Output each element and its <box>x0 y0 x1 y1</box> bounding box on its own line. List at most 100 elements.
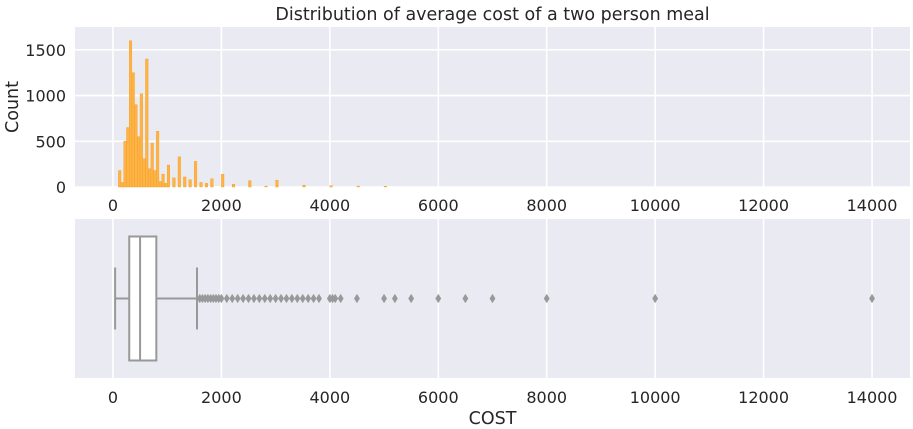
boxplot-outlier <box>543 293 550 304</box>
boxplot-grid <box>112 219 873 378</box>
boxplot-x-tick-label: 0 <box>108 388 118 407</box>
boxplot-outlier <box>218 293 225 304</box>
histogram-bar <box>164 183 168 188</box>
boxplot-x-tick-label: 2000 <box>201 388 242 407</box>
boxplot-outlier <box>283 293 290 304</box>
boxplot-outlier <box>250 293 257 304</box>
boxplot-outlier <box>408 293 415 304</box>
histogram-bar <box>356 185 360 188</box>
histogram-bar <box>139 93 143 188</box>
histogram-bar <box>329 185 333 188</box>
histogram-x-tick-label: 12000 <box>738 196 789 215</box>
histogram-bar <box>137 136 141 188</box>
boxplot-x-tick-label: 6000 <box>418 388 459 407</box>
histogram-bar <box>145 58 149 188</box>
boxplot-outlier <box>332 293 339 304</box>
boxplot-x-tick-label: 10000 <box>630 388 681 407</box>
boxplot-marks <box>114 235 198 362</box>
boxplot-outlier <box>245 293 252 304</box>
histogram-bars <box>118 40 387 188</box>
histogram-bar <box>302 184 306 188</box>
histogram-bar <box>123 141 127 188</box>
histogram-x-tick-label: 14000 <box>847 196 898 215</box>
histogram-bar <box>158 181 162 188</box>
histogram-x-tick-labels: 0 2000 4000 6000 8000 10000 12000 14000 <box>108 196 898 215</box>
boxplot-x-tick-labels: 0 2000 4000 6000 8000 10000 12000 14000 <box>108 388 898 407</box>
boxplot-outliers <box>196 293 875 304</box>
histogram-y-tick-labels: 0 500 1000 1500 <box>25 41 66 197</box>
histogram-bar <box>142 158 146 188</box>
boxplot-x-tick-label: 12000 <box>738 388 789 407</box>
histogram-bar <box>134 104 138 188</box>
boxplot-outlier <box>234 293 241 304</box>
boxplot-outlier <box>288 293 295 304</box>
histogram-x-tick-label: 2000 <box>201 196 242 215</box>
histogram-y-tick-label: 1000 <box>25 87 66 106</box>
boxplot-panel: 0 2000 4000 6000 8000 10000 12000 14000 COST <box>75 219 910 429</box>
histogram-x-tick-label: 8000 <box>526 196 567 215</box>
boxplot-outlier <box>435 293 442 304</box>
histogram-y-tick-label: 500 <box>35 132 66 151</box>
histogram-bar <box>120 182 124 188</box>
histogram-title: Distribution of average cost of a two pe… <box>275 5 709 25</box>
histogram-bar <box>264 185 268 188</box>
boxplot-outlier <box>652 293 659 304</box>
histogram-x-tick-label: 0 <box>108 196 118 215</box>
boxplot-x-tick-label: 8000 <box>526 388 567 407</box>
histogram-bar <box>275 179 279 188</box>
boxplot-outlier <box>316 293 322 304</box>
histogram-bar <box>199 182 203 188</box>
histogram-y-tick-label: 1500 <box>25 41 66 60</box>
histogram-bar <box>156 131 160 188</box>
boxplot-outlier <box>337 293 344 304</box>
histogram-bar <box>204 183 208 188</box>
histogram-bar <box>232 184 236 188</box>
histogram-bar <box>126 127 130 188</box>
boxplot-outlier <box>240 293 247 304</box>
histogram-bar <box>194 161 198 188</box>
boxplot-outlier <box>391 293 398 304</box>
histogram-bar <box>153 170 157 188</box>
histogram-bar <box>150 142 154 188</box>
histogram-bar <box>161 173 165 188</box>
boxplot-outlier <box>272 293 279 304</box>
histogram-y-axis-label: Count <box>3 81 23 133</box>
histogram-bar <box>172 177 176 188</box>
boxplot-outlier <box>229 293 236 304</box>
histogram-bar <box>177 156 181 188</box>
boxplot-outlier <box>869 293 875 304</box>
histogram-bar <box>188 179 192 188</box>
boxplot-x-tick-label: 4000 <box>309 388 350 407</box>
boxplot-outlier <box>381 293 388 304</box>
histogram-bar <box>147 168 152 188</box>
boxplot-outlier <box>299 293 306 304</box>
histogram-bar <box>383 186 387 188</box>
boxplot-outlier <box>310 293 317 304</box>
histogram-bar <box>248 180 252 188</box>
histogram-x-tick-label: 10000 <box>630 196 681 215</box>
histogram-grid <box>75 27 910 188</box>
boxplot-x-tick-label: 14000 <box>847 388 898 407</box>
boxplot-outlier <box>223 293 230 304</box>
histogram-x-tick-label: 6000 <box>418 196 459 215</box>
histogram-plot-area <box>75 27 910 187</box>
histogram-bar <box>166 164 170 188</box>
boxplot-outlier <box>294 293 301 304</box>
boxplot-box <box>128 235 158 362</box>
histogram-panel: 0 2000 4000 6000 8000 10000 12000 14000 0 500 100… <box>3 5 910 215</box>
boxplot-outlier <box>261 293 268 304</box>
histogram-bar <box>131 72 135 188</box>
histogram-bar <box>183 176 187 188</box>
histogram-bar <box>210 178 214 188</box>
boxplot-outlier <box>267 293 274 304</box>
histogram-bar <box>118 170 122 188</box>
histogram-x-tick-label: 4000 <box>309 196 350 215</box>
histogram-bar <box>129 40 133 188</box>
boxplot-outlier <box>353 293 360 304</box>
histogram-y-tick-label: 0 <box>56 178 66 197</box>
boxplot-outlier <box>305 293 312 304</box>
boxplot-outlier <box>489 293 496 304</box>
histogram-bar <box>221 173 225 188</box>
boxplot-outlier <box>462 293 469 304</box>
